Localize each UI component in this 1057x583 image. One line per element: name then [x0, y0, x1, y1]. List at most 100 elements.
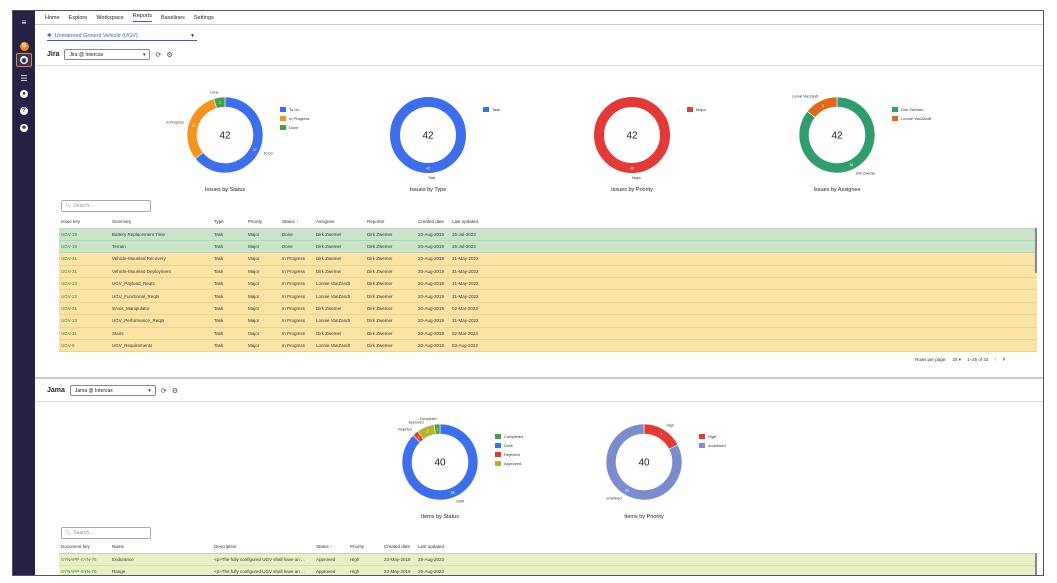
table-cell[interactable]: UGV-41 — [59, 252, 110, 266]
jira-column-header[interactable]: Assignee — [314, 216, 365, 229]
jira-column-header[interactable]: Created date — [416, 216, 450, 229]
tab-baselines[interactable]: Baselines — [161, 14, 185, 21]
jira-column-header[interactable]: Priority — [246, 216, 280, 229]
table-row[interactable]: UGV-11 Stairs Task Major In Progress Dirk Zwe… — [59, 327, 1037, 341]
jama-column-header[interactable]: Description — [212, 541, 314, 554]
jama-column-header[interactable]: Created date — [382, 541, 416, 554]
legend-item[interactable]: Major — [687, 105, 706, 114]
issues-by-type-slice-task[interactable] — [390, 97, 466, 173]
issues-by-assignee-slice-dirk-zwemer[interactable] — [798, 96, 876, 174]
items-by-priority-slice-undefined[interactable] — [605, 423, 683, 501]
issues-by-status-slice-done[interactable] — [213, 96, 226, 109]
jira-column-header[interactable]: Reporter — [365, 216, 416, 229]
table-cell[interactable]: UGV-21 — [59, 302, 110, 316]
jira-column-header[interactable]: Summary — [110, 216, 212, 229]
jama-column-header[interactable]: Priority — [348, 541, 382, 554]
table-cell[interactable]: UGV-15 — [59, 240, 110, 254]
table-row[interactable]: UGV-31 Vehicle-Mounted Deployment Task Majo… — [59, 265, 1037, 279]
menu-icon[interactable]: ≡ — [21, 17, 27, 27]
issues-by-priority-slice-major[interactable] — [594, 97, 670, 173]
jira-column-header[interactable]: Last updated — [450, 216, 1037, 229]
legend-item[interactable]: undefined — [699, 441, 726, 450]
table-cell: Done — [280, 240, 314, 254]
items-by-status-slice-label: Draft — [456, 500, 464, 504]
jira-issues-table: Issue key Summary Type Priority Status ↑ Assi… — [59, 216, 1037, 353]
list-icon[interactable]: ☰ — [20, 73, 28, 83]
jira-search-input[interactable]: 🔍︎ Search... — [61, 200, 151, 212]
table-row[interactable]: UGV-21 SAxis_Manipulator Task Major In Progr… — [59, 302, 1037, 316]
legend-item[interactable]: In Progress — [280, 114, 309, 123]
project-select[interactable]: ✱ Unmanned Ground Vehicle (UGV) ▼ — [47, 31, 197, 41]
legend-item[interactable]: Dirk Zwemer — [892, 105, 931, 114]
legend-item[interactable]: To Do — [280, 105, 309, 114]
jama-column-header[interactable]: Last updated — [416, 541, 1037, 554]
legend-item[interactable]: Lonnie VanZandt — [892, 114, 931, 123]
globe-icon[interactable]: ● — [16, 87, 32, 101]
table-cell[interactable]: UGV-11 — [59, 327, 110, 341]
table-cell[interactable]: UGV-22 — [59, 289, 110, 303]
jama-column-header[interactable]: Document key — [59, 541, 110, 554]
table-cell[interactable]: UGV-9 — [59, 339, 110, 353]
tab-workspace[interactable]: Workspace — [96, 14, 124, 21]
table-row[interactable]: UGV-23 UGV_Payload_Reqts Task Major In Progr… — [59, 277, 1037, 291]
jama-table-scrollbar[interactable] — [1035, 553, 1037, 575]
tab-settings[interactable]: Settings — [193, 14, 214, 21]
table-row[interactable]: UGV-41 Vehicle-Mounted Recovery Task Major I… — [59, 252, 1037, 266]
table-cell[interactable]: SYNAPP-SYN-76 — [59, 565, 110, 575]
help-icon[interactable]: ? — [16, 104, 32, 118]
reports-nav-icon[interactable]: ◉ — [16, 53, 32, 67]
items-by-status-slice-draft[interactable] — [401, 423, 479, 501]
issues-by-assignee-slice-lonnie-vanzandt[interactable] — [806, 96, 838, 118]
gear-icon[interactable]: ⚙ — [171, 387, 179, 395]
table-row[interactable]: UGV-22 UGV_Functional_Reqts Task Major In Pr… — [59, 289, 1037, 303]
jira-column-header[interactable]: Type — [212, 216, 246, 229]
refresh-icon[interactable]: ⟳ — [160, 387, 167, 395]
jira-column-header[interactable]: Status ↑ — [280, 216, 314, 229]
jira-table-scrollbar[interactable] — [1035, 228, 1037, 273]
tab-reports[interactable]: Reports — [132, 13, 153, 22]
jira-column-header[interactable]: Issue key — [59, 216, 110, 229]
gear-icon[interactable]: ⚙ — [166, 51, 173, 59]
legend-item[interactable]: High — [699, 432, 726, 441]
table-cell: Task — [212, 339, 246, 353]
legend-item[interactable]: Draft — [495, 441, 523, 450]
next-page-icon[interactable]: › — [1002, 356, 1006, 363]
jama-source-select[interactable]: Jama @ Intercax ▾ — [69, 385, 156, 396]
items-by-status-slice-value: 1 — [436, 428, 438, 432]
legend-item[interactable]: Done — [280, 123, 309, 132]
user-icon[interactable]: ☻ — [20, 124, 28, 132]
table-row[interactable]: UGV-13 UGV_Performance_Reqts Task Major In P… — [59, 314, 1037, 328]
table-cell: Lonnie VanZandt — [314, 314, 365, 328]
table-cell: 23-May-2019 — [382, 553, 416, 566]
jama-column-header[interactable]: Name — [110, 541, 212, 554]
items-by-priority-slice-high[interactable] — [643, 423, 679, 450]
legend-item[interactable]: Rejected — [495, 450, 523, 459]
refresh-icon[interactable]: ⟳ — [155, 51, 162, 59]
table-row[interactable]: SYNAPP-SYN-76 Range <p>The fully configure… — [59, 565, 1037, 575]
jama-search-input[interactable]: 🔍︎ Search... — [61, 527, 151, 539]
tab-home[interactable]: Home — [45, 14, 60, 21]
legend-item[interactable]: Approved — [495, 459, 523, 468]
issues-by-status-slice-label: To Do — [264, 152, 273, 156]
rows-per-page-select[interactable]: 25 ▾ — [952, 356, 962, 362]
jira-source-select[interactable]: Jira @ Intercax ▾ — [64, 49, 151, 60]
prev-page-icon[interactable]: ‹ — [994, 356, 997, 363]
table-cell[interactable]: UGV-13 — [59, 314, 110, 328]
sidebar: ≡ S ◉ ☰ ● ? ☻ — [13, 11, 35, 575]
table-row[interactable]: UGV-19 Battery Replacement Time Task Major D… — [59, 228, 1037, 241]
legend-item[interactable]: Completed — [495, 432, 523, 441]
table-cell[interactable]: UGV-23 — [59, 277, 110, 291]
tab-explore[interactable]: Explore — [68, 14, 88, 21]
logo-icon[interactable]: S — [16, 39, 32, 53]
issues-by-status-slice-in-progress[interactable] — [186, 98, 218, 160]
jama-column-header[interactable]: Status ↑ — [314, 541, 348, 554]
table-cell[interactable]: UGV-31 — [59, 265, 110, 279]
table-cell[interactable]: UGV-19 — [59, 228, 110, 241]
legend-label: Approved — [504, 461, 522, 466]
items-by-status-slice-completed[interactable] — [433, 423, 441, 435]
table-cell[interactable]: SYNAPP-SYN-75 — [59, 553, 110, 566]
table-row[interactable]: UGV-9 UGV_Requirements Task Major In Progres… — [59, 339, 1037, 353]
table-row[interactable]: SYNAPP-SYN-75 Endurance <p>The fully confi… — [59, 553, 1037, 566]
table-row[interactable]: UGV-15 Terrain Task Major Done Dirk Zwemer Dir… — [59, 240, 1037, 254]
legend-item[interactable]: Task — [483, 105, 500, 114]
